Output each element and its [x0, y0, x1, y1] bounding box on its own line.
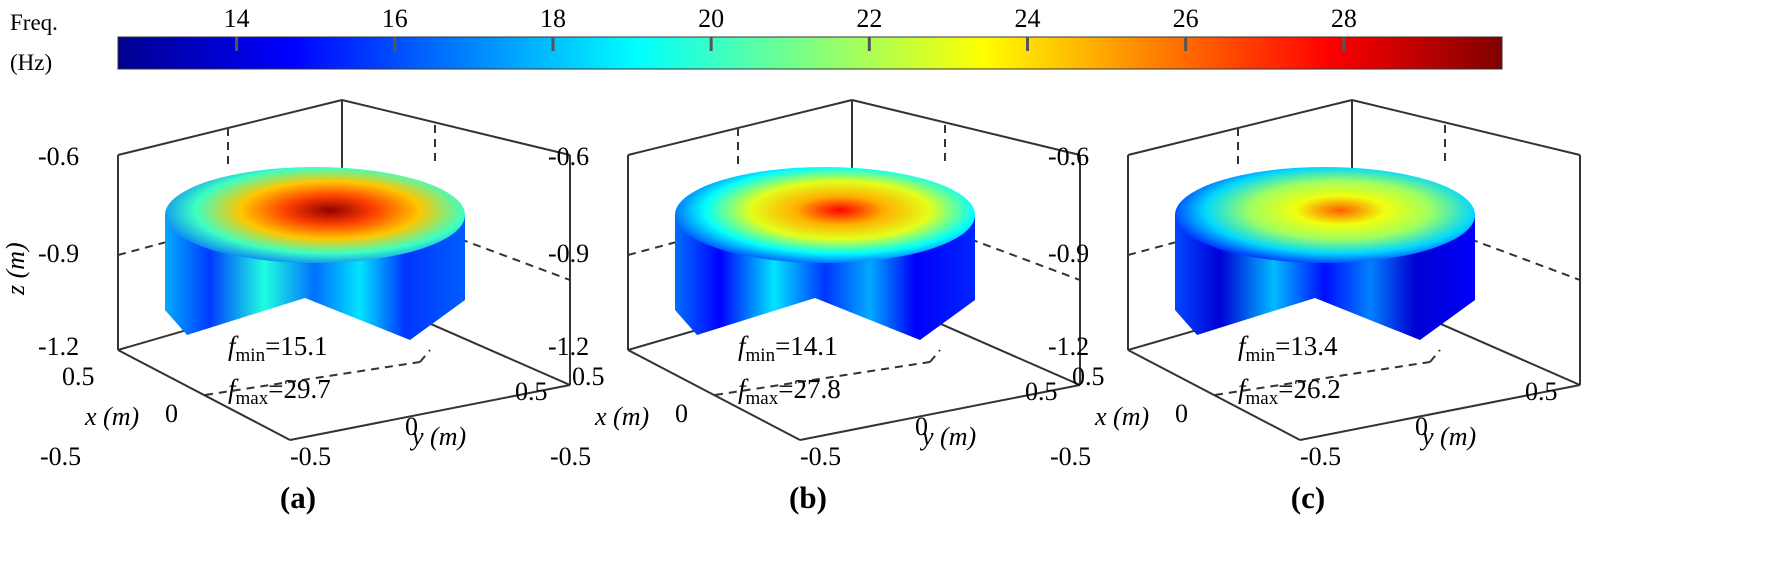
- panel-label: (a): [280, 480, 316, 515]
- z-tick-label: -1.2: [548, 332, 589, 361]
- axis-gridline: [419, 349, 431, 363]
- x-tick-label: -0.5: [550, 442, 591, 471]
- z-tick-label: -0.9: [548, 239, 589, 268]
- x-tick-label: -0.5: [40, 442, 81, 471]
- z-tick-label: -0.6: [548, 142, 589, 171]
- colorbar-tick-label: 14: [224, 4, 250, 33]
- axis-box-edge: [1127, 349, 1301, 441]
- y-tick-label: 0: [1415, 412, 1428, 441]
- fmin-annotation: fmin=15.1: [228, 331, 328, 366]
- z-tick-label: -1.2: [1048, 332, 1089, 361]
- fmax-annotation: fmax=26.2: [1238, 374, 1341, 409]
- y-tick-label: 0.5: [1025, 377, 1058, 406]
- z-tick-label: -1.2: [38, 332, 79, 361]
- cylinder-top-surface: [675, 167, 975, 263]
- colorbar-ticks: 14 16 18 20 22 24 26 28: [224, 4, 1357, 51]
- x-tick-label: 0.5: [62, 362, 95, 391]
- y-tick-label: 0: [405, 412, 418, 441]
- axis-box-edge: [117, 99, 343, 156]
- y-axis-label: y (m): [919, 422, 976, 451]
- y-tick-label: -0.5: [800, 442, 841, 471]
- x-tick-label: 0: [675, 399, 688, 428]
- colorbar-tick-label: 18: [540, 4, 566, 33]
- fmin-annotation: fmin=13.4: [1238, 331, 1338, 366]
- fmax-annotation: fmax=27.8: [738, 374, 841, 409]
- panel: -0.6-0.9-1.20.50-0.5 -0.500.5x (m)y (m)z …: [1, 99, 571, 515]
- y-axis-label: y (m): [1419, 422, 1476, 451]
- panels: -0.6-0.9-1.20.50-0.5 -0.500.5x (m)y (m)z …: [1, 99, 1581, 515]
- panel-label: (c): [1291, 480, 1325, 515]
- y-tick-label: 0.5: [1525, 377, 1558, 406]
- axis-gridline: [851, 194, 1081, 281]
- axis-box-edge: [1299, 384, 1581, 441]
- colorbar-title-line2: (Hz): [10, 50, 52, 75]
- cylinder-top-surface: [1175, 167, 1475, 263]
- y-axis-label: y (m): [409, 422, 466, 451]
- z-tick-label: -0.6: [38, 142, 79, 171]
- colorbar: Freq. (Hz) 14 16 18 20 22 24 26 28: [10, 4, 1503, 75]
- y-tick-label: 0.5: [515, 377, 548, 406]
- colorbar-title-line1: Freq.: [10, 10, 58, 35]
- panel: -0.6-0.9-1.20.50-0.5 -0.500.5x (m)y (m)fm…: [548, 99, 1081, 515]
- x-tick-label: 0.5: [572, 362, 605, 391]
- y-tick-label: -0.5: [290, 442, 331, 471]
- y-tick-label: 0: [915, 412, 928, 441]
- z-tick-label: -0.9: [1048, 239, 1089, 268]
- colorbar-tick-label: 24: [1014, 4, 1040, 33]
- axis-gridline: [1429, 349, 1441, 363]
- x-tick-label: -0.5: [1050, 442, 1091, 471]
- colorbar-tick-label: 20: [698, 4, 724, 33]
- panel: -0.6-0.9-1.20.50-0.5 -0.500.5x (m)y (m)fm…: [1048, 99, 1581, 515]
- z-axis-label: z (m): [1, 242, 30, 296]
- x-axis-label: x (m): [594, 402, 649, 431]
- axis-box-edge: [627, 349, 801, 441]
- colorbar-tick-label: 28: [1331, 4, 1357, 33]
- colorbar-gradient: [117, 36, 1503, 70]
- axis-gridline: [1351, 194, 1581, 281]
- colorbar-tick-label: 16: [382, 4, 408, 33]
- colorbar-tick-label: 22: [856, 4, 882, 33]
- x-tick-label: 0: [1175, 399, 1188, 428]
- x-tick-label: 0.5: [1072, 362, 1105, 391]
- axis-box-edge: [289, 384, 571, 441]
- fmax-annotation: fmax=29.7: [228, 374, 331, 409]
- axis-box-edge: [627, 99, 853, 156]
- axis-box-edge: [851, 99, 1081, 156]
- fmin-annotation: fmin=14.1: [738, 331, 838, 366]
- axis-gridline: [341, 194, 571, 281]
- z-tick-label: -0.6: [1048, 142, 1089, 171]
- x-tick-label: 0: [165, 399, 178, 428]
- cylinder-top-surface: [165, 167, 465, 263]
- axis-box-edge: [1351, 99, 1581, 156]
- colorbar-tick-label: 26: [1173, 4, 1199, 33]
- axis-box-edge: [341, 99, 571, 156]
- panel-label: (b): [789, 480, 827, 515]
- axis-box-edge: [799, 384, 1081, 441]
- axis-gridline: [929, 349, 941, 363]
- z-tick-label: -0.9: [38, 239, 79, 268]
- x-axis-label: x (m): [84, 402, 139, 431]
- x-axis-label: x (m): [1094, 402, 1149, 431]
- y-tick-label: -0.5: [1300, 442, 1341, 471]
- axis-box-edge: [117, 349, 291, 441]
- axis-box-edge: [1127, 99, 1353, 156]
